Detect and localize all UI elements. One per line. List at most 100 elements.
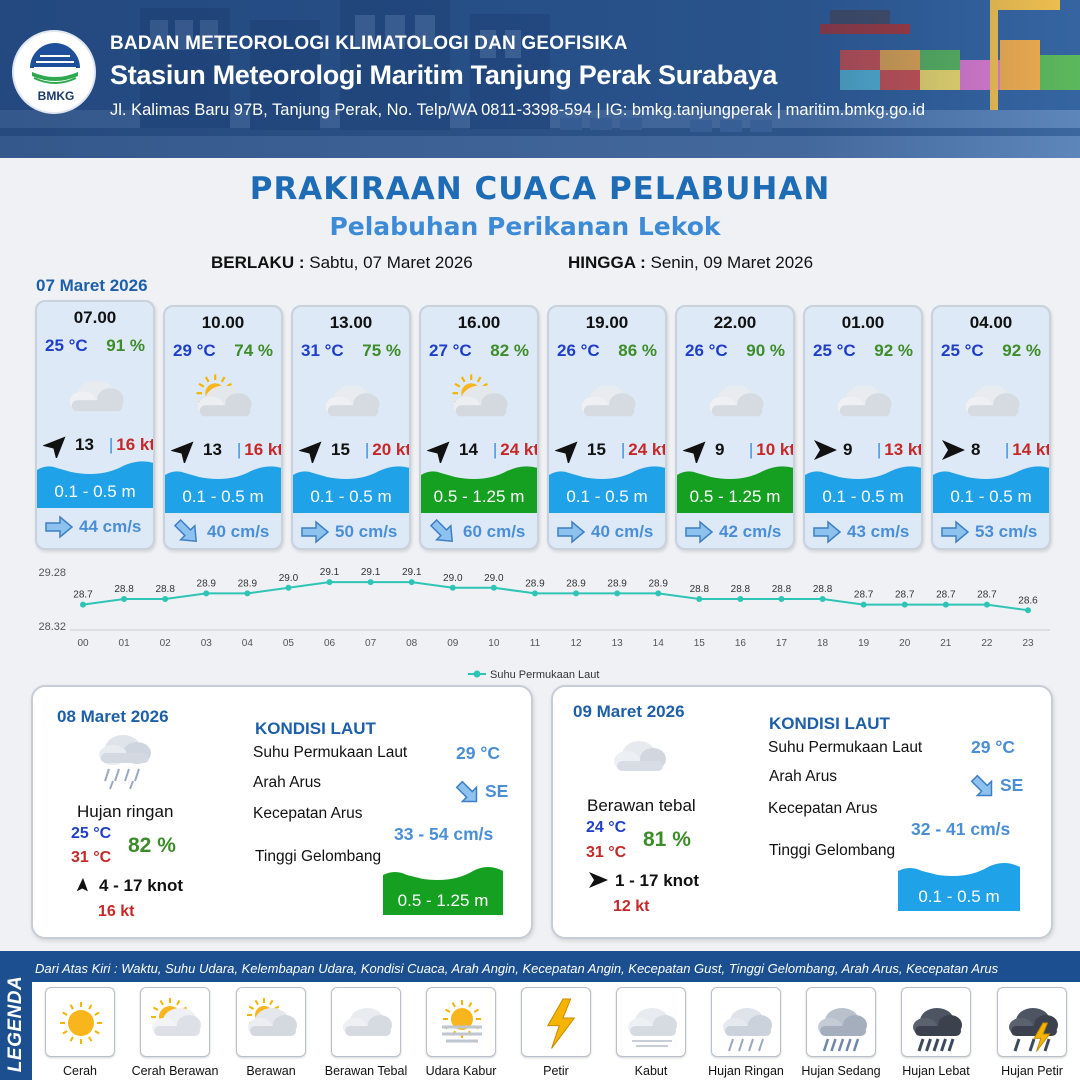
current-direction-label: Arah Arus [253,774,322,791]
x-tick-label: 20 [899,638,911,649]
current-speed-value: 33 - 54 cm/s [394,824,494,844]
x-tick-label: 19 [858,638,870,649]
forecast-card: 04.00 25 °C 92 % 8 | 14 kt 0.1 - 0.5 m 53 cm/s [931,305,1051,550]
legend-vertical-title: LEGENDA [2,975,30,1079]
sst-point [449,584,456,591]
forecast-card: 07.00 25 °C 91 % 13 | 16 kt 0.1 - 0.5 m 44 cm/s [35,300,155,550]
overcast-icon [614,741,666,771]
gust-divider: | [748,440,754,459]
sst-data-label: 28.7 [977,590,997,601]
forecast-card: 19.00 26 °C 86 % 15 | 24 kt 0.1 - 0.5 m 40 cm/s [547,305,667,550]
sst-point [531,590,538,597]
sst-point [655,590,662,597]
sst-data-label: 29.1 [320,567,340,578]
forecast-humidity: 91 % [106,336,145,355]
gust-speed: 10 kt [756,440,795,459]
forecast-wind: 13 | 16 kt [170,437,283,465]
forecast-humidity: 75 % [362,341,401,360]
current-direction [555,519,587,548]
wave-height: 0.5 - 1.25 m [433,487,525,506]
forecast-temp: 25 °C [941,341,984,360]
wind-arrow-icon [554,441,578,465]
gust: | 24 kt [492,440,537,460]
forecast-time: 01.00 [841,313,885,332]
chart-legend: Suhu Permukaan Laut [468,669,599,681]
org-name: BADAN METEOROLOGI KLIMATOLOGI DAN GEOFIS… [110,33,628,54]
forecast-time: 04.00 [969,313,1013,332]
validity-from-value: Sabtu, 07 Maret 2026 [309,253,473,272]
legend-item [521,987,591,1057]
current-speed: 42 cm/s [719,522,782,541]
panel-humidity: 81 % [643,828,691,851]
wind-direction [298,437,327,468]
panel-date: 08 Maret 2026 [57,707,169,726]
sst-data-label: 28.9 [238,578,258,589]
gust-speed: 14 kt [1012,440,1051,459]
forecast-card: 22.00 26 °C 90 % 9 | 10 kt 0.5 - 1.25 m 42 cm/s [675,305,795,550]
x-tick-label: 04 [242,638,254,649]
legend-item-label: Hujan Sedang [801,1064,881,1078]
wind-speed: 8 [971,440,981,459]
wind-direction [42,432,71,463]
current-direction [939,519,971,548]
gust-divider: | [620,440,626,459]
x-tick-label: 23 [1022,638,1034,649]
legend-item [901,987,971,1057]
gust: | 24 kt [620,440,665,460]
thunderstorm-icon [1009,1008,1058,1052]
sst-point [121,596,128,602]
wave-badge: 0.5 - 1.25 m [677,459,793,513]
forecast-card: 16.00 27 °C 82 % 14 | 24 kt 0.5 - 1.25 m 60 cm/… [419,305,539,550]
forecast-card: 10.00 29 °C 74 % 13 | 16 kt 0.1 - 0.5 m 40 cm/s [163,305,283,550]
wave-height: 0.5 - 1.25 m [689,487,781,506]
weather-icon [189,369,259,440]
x-tick-label: 03 [201,638,213,649]
legend-item [45,987,115,1057]
legend-item [140,987,210,1057]
page-title: PRAKIRAAN CUACA PELABUHAN [249,171,831,207]
gust-speed: 16 kt [244,440,283,459]
sst-data-label: 28.9 [648,578,668,589]
wave-shape [37,461,153,508]
gust-divider: | [236,440,242,459]
day-panel-09: 09 Maret 2026 Berawan tebal 24 °C 31 °C … [551,685,1053,939]
wind-arrow-icon [682,441,706,465]
x-tick-label: 07 [365,638,377,649]
legend-item-label: Cerah Berawan [131,1064,219,1078]
wave-height: 0.1 - 0.5 m [822,487,904,506]
sst-data-label: 28.8 [731,584,751,595]
forecast-time: 07.00 [73,308,117,327]
mostly-sunny-icon [151,998,201,1036]
wave-shape [805,466,921,513]
fog-icon [628,1008,677,1047]
forecast-time: 16.00 [457,313,501,332]
forecast-current: 44 cm/s [37,514,153,540]
wind-direction [170,437,199,468]
sst-data-label: 28.8 [690,584,710,595]
panel-wind: 1 - 17 knot [615,871,700,890]
sst-data-label: 29.0 [484,573,504,584]
wind-arrow-icon [426,441,450,465]
bmkg-logo: BMKG [12,30,96,114]
y-tick-min: 28.32 [38,621,66,633]
legend-item-label: Hujan Lebat [902,1064,970,1078]
gust-divider: | [492,440,498,459]
legend-title: LEGENDA [5,975,26,1073]
wave-badge: 0.5 - 1.25 m [421,459,537,513]
sst-data-label: 28.9 [607,578,627,589]
wave-badge: 0.1 - 0.5 m [805,459,921,513]
legend-label: Suhu Permukaan Laut [490,669,599,681]
legend-item-label: Berawan [246,1064,296,1078]
sst-point [778,596,785,602]
legend-item-label: Kabut [634,1064,668,1078]
gust-speed: 13 kt [884,440,923,459]
sst-point [737,596,744,602]
forecast-current: 42 cm/s [677,519,793,545]
sst-data-label: 29.1 [402,567,422,578]
gust-divider: | [108,435,114,454]
sst-point [860,601,867,608]
panel-wave-value: 0.5 - 1.25 m [397,891,489,910]
current-arrow-icon [429,518,454,543]
forecast-wind: 15 | 24 kt [554,437,665,465]
validity-from-label: BERLAKU : [211,253,305,272]
